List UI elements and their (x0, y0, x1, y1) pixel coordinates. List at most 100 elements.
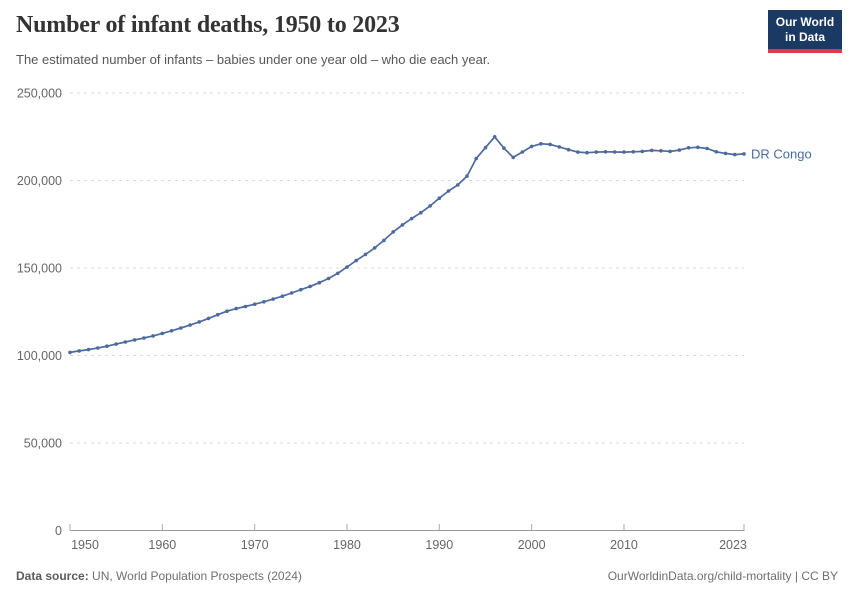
data-point (188, 323, 192, 327)
data-point (428, 204, 432, 208)
y-axis-tick-label: 50,000 (24, 437, 62, 451)
data-point (262, 300, 266, 304)
data-point (197, 320, 202, 324)
data-point (142, 336, 146, 340)
x-axis-tick-label: 2010 (610, 538, 638, 552)
data-point (354, 258, 359, 263)
data-source-text: UN, World Population Prospects (2024) (88, 569, 302, 583)
data-point (585, 150, 589, 155)
data-point (151, 334, 155, 338)
data-point (649, 148, 654, 153)
data-point (686, 146, 691, 150)
data-point (95, 346, 100, 350)
data-point (742, 152, 746, 156)
data-point (548, 142, 552, 147)
data-point (363, 252, 368, 257)
x-axis-tick-label: 2023 (719, 538, 747, 552)
x-axis-labels: 1950 1960 1970 1980 1990 2000 2010 2023 (71, 538, 747, 552)
data-point (677, 148, 682, 152)
data-point (419, 210, 423, 215)
data-source-note: Data source: UN, World Population Prospe… (16, 569, 302, 583)
data-points (68, 135, 746, 355)
data-point (169, 329, 174, 333)
x-axis-tick-label: 1980 (333, 538, 361, 552)
data-point (409, 216, 414, 221)
owid-logo-line2: in Data (784, 30, 825, 44)
y-axis-tick-label: 100,000 (17, 349, 62, 363)
data-point (105, 344, 109, 349)
data-point (86, 347, 91, 352)
data-point (659, 149, 663, 153)
data-point (308, 284, 312, 289)
x-axis-tick-label: 2000 (518, 538, 546, 552)
data-point (594, 150, 599, 154)
data-point (668, 149, 672, 154)
data-point (289, 291, 294, 295)
data-point (511, 155, 515, 160)
x-axis (69, 524, 745, 531)
data-point (705, 146, 709, 151)
y-axis-tick-label: 200,000 (17, 174, 62, 188)
data-point (566, 147, 571, 152)
data-point (225, 309, 229, 314)
data-source-label: Data source: (16, 569, 89, 583)
data-line (69, 135, 745, 354)
data-point (336, 271, 340, 276)
owid-logo[interactable]: Our World in Data (768, 10, 842, 53)
data-point (446, 189, 451, 193)
data-point (576, 150, 580, 154)
data-point (640, 149, 645, 154)
data-point (123, 340, 128, 344)
data-point (215, 312, 220, 317)
data-point (622, 150, 626, 154)
data-point (696, 145, 700, 150)
data-point (631, 150, 635, 154)
chart-subtitle: The estimated number of infants – babies… (16, 52, 491, 67)
data-point (206, 316, 211, 321)
data-point (317, 280, 322, 285)
data-point (603, 150, 608, 154)
data-point (456, 183, 460, 187)
owid-logo-line1: Our World (775, 15, 835, 29)
data-point (326, 276, 331, 281)
data-point (400, 223, 405, 227)
data-point (68, 350, 72, 355)
y-gridlines (70, 92, 744, 444)
attribution-link[interactable]: OurWorldinData.org/child-mortality | CC … (607, 569, 838, 583)
data-point (557, 145, 562, 149)
chart-title: Number of infant deaths, 1950 to 2023 (16, 12, 400, 38)
data-point (502, 146, 506, 150)
data-point (132, 338, 137, 342)
x-axis-tick-label: 1990 (425, 538, 453, 552)
data-point (733, 152, 737, 157)
x-axis-tick-label: 1970 (241, 538, 269, 552)
data-point (723, 151, 728, 156)
data-point (465, 174, 469, 178)
data-point (529, 144, 534, 149)
data-point (539, 142, 543, 146)
y-axis-tick-label: 0 (55, 524, 62, 538)
data-point (492, 135, 497, 139)
data-point (372, 246, 377, 250)
data-point (474, 156, 479, 161)
data-point (114, 342, 118, 346)
data-point (345, 265, 349, 269)
data-point (299, 287, 303, 292)
data-point (234, 306, 238, 311)
series-end-label: DR Congo (751, 146, 812, 161)
data-point (382, 238, 386, 243)
data-point (714, 150, 719, 154)
x-axis-tick-label: 1950 (71, 538, 99, 552)
y-axis-tick-label: 150,000 (17, 262, 62, 276)
data-point (77, 349, 81, 353)
data-point (280, 294, 285, 299)
y-axis-labels: 0 50,000 100,000 150,000 200,000 250,000 (17, 87, 62, 539)
data-point (391, 230, 396, 234)
data-point (520, 150, 525, 154)
data-point (252, 302, 257, 307)
x-axis-tick-label: 1960 (148, 538, 176, 552)
data-point (243, 304, 248, 309)
data-point (271, 297, 275, 301)
